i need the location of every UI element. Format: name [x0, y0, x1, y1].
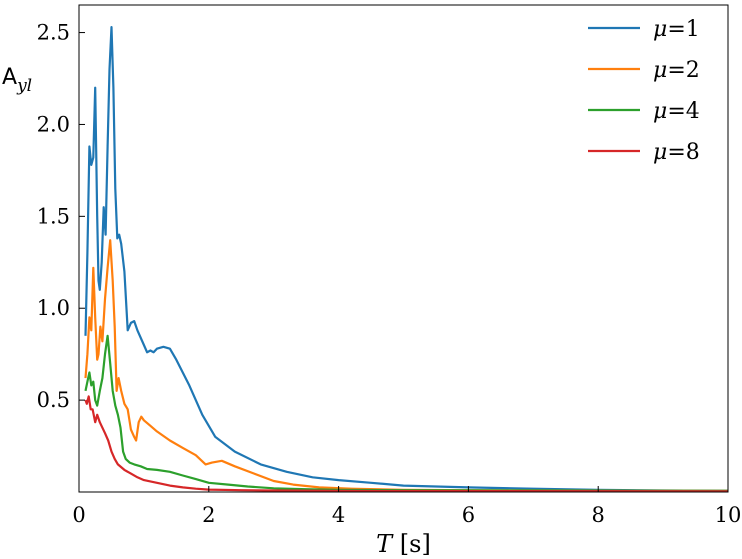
x-tick-label: 0 [72, 503, 85, 527]
x-tick-label: 8 [592, 503, 605, 527]
series-line [84, 395, 729, 493]
series-line [84, 239, 729, 492]
legend-label: μ=8 [653, 140, 700, 165]
legend-label: μ=1 [653, 17, 700, 42]
y-axis-label-subscript: yl [16, 76, 32, 96]
y-tick-label: 0.5 [37, 388, 70, 412]
y-tick-label: 1.5 [37, 204, 70, 228]
x-axis-label: T [s] [376, 530, 431, 558]
x-tick-label: 2 [202, 503, 215, 527]
x-tick-label: 4 [332, 503, 345, 527]
plot-lines [84, 26, 729, 493]
series-line [84, 26, 729, 492]
series-line [84, 334, 729, 492]
x-axis-label-unit: [s] [392, 530, 431, 558]
x-tick-label: 6 [462, 503, 475, 527]
y-tick-label: 2.0 [37, 112, 70, 136]
y-axis-label-main: A [2, 65, 17, 90]
y-tick-label: 1.0 [37, 296, 70, 320]
y-tick-label: 2.5 [37, 21, 70, 45]
axes-frame [78, 4, 729, 493]
axis-ticks: 0 2 4 6 8 10 0.5 1.0 1.5 2.0 2.5 [37, 21, 742, 527]
x-tick-label: 10 [715, 503, 742, 527]
legend: μ=1 μ=2 μ=4 μ=8 [588, 17, 700, 165]
y-axis-label: Ayl [2, 65, 32, 96]
x-axis-label-variable: T [376, 530, 394, 558]
legend-label: μ=4 [653, 99, 700, 124]
legend-label: μ=2 [653, 58, 700, 83]
